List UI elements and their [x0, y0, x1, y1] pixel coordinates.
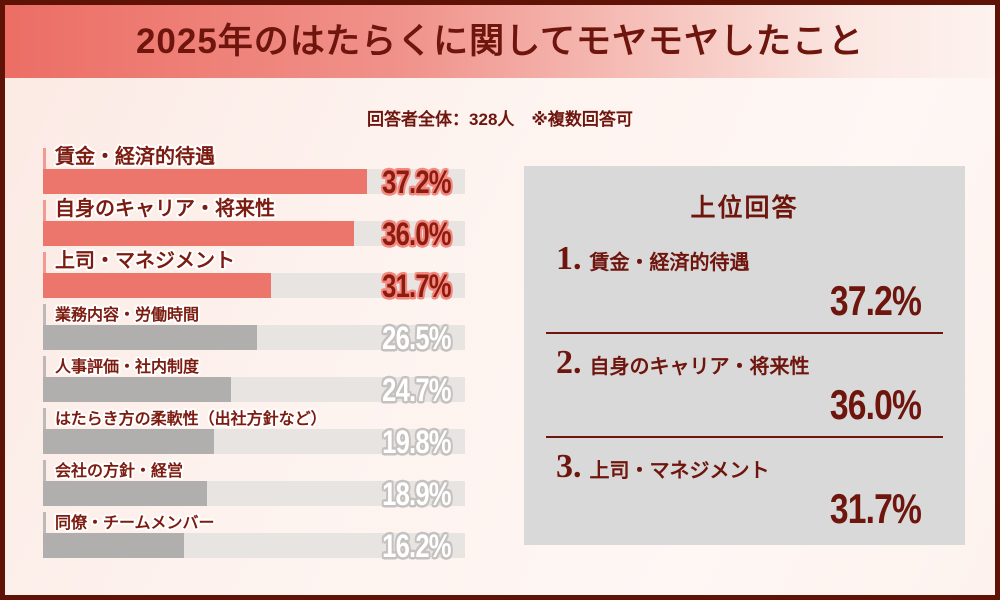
top-answer-line: 3. 上司・マネジメント	[556, 450, 943, 484]
category-label: 会社の方針・経営	[55, 462, 184, 480]
value-label: 19.8%	[365, 426, 451, 458]
bar-row-header: 人事評価・社内制度	[43, 356, 465, 377]
value-label: 16.2%	[365, 530, 451, 562]
top-answer-value: 36.0%	[556, 384, 943, 426]
top-answers-list: 1. 賃金・経済的待遇 37.2% 2. 自身のキャリア・将来性 36.0% 3…	[546, 240, 943, 540]
bar-row: 自身のキャリア・将来性 36.0%	[43, 198, 465, 250]
bar-track: 24.7%	[43, 374, 465, 406]
value-label: 18.9%	[365, 478, 451, 510]
top-answers-title: 上位回答	[690, 194, 799, 222]
value-label-text: 31.7%	[382, 267, 451, 304]
category-label: 賃金・経済的待遇	[55, 146, 215, 168]
value-label: 24.7%	[365, 374, 451, 406]
value-label-text: 19.8%	[382, 423, 451, 460]
bar-fill	[43, 533, 184, 558]
top-answer-value: 37.2%	[556, 280, 943, 322]
bar-row-header: 会社の方針・経営	[43, 460, 465, 481]
bar-row-header: 賃金・経済的待遇	[43, 146, 465, 169]
bar-fill	[43, 377, 231, 402]
axis-tick	[43, 356, 46, 377]
bar-row: 賃金・経済的待遇 37.2%	[43, 146, 465, 198]
header-banner: 2025年のはたらくに関してモヤモヤしたこと	[5, 5, 995, 78]
bar-track: 37.2%	[43, 166, 465, 198]
bar-row: 同僚・チームメンバー 16.2%	[43, 512, 465, 562]
bar-fill	[43, 221, 355, 246]
top-answer-line: 1. 賃金・経済的待遇	[556, 242, 943, 276]
top-answer-item: 3. 上司・マネジメント 31.7%	[546, 448, 943, 540]
top-answer-label: 賃金・経済的待遇	[589, 252, 750, 274]
value-label-text: 24.7%	[382, 371, 451, 408]
category-label: 業務内容・労働時間	[55, 306, 200, 324]
category-label: 上司・マネジメント	[55, 250, 235, 272]
axis-tick	[43, 252, 46, 273]
bar-row-header: 上司・マネジメント	[43, 250, 465, 273]
bar-track: 16.2%	[43, 530, 465, 562]
value-label: 31.7%	[365, 270, 451, 302]
axis-tick	[43, 148, 46, 169]
bar-row: 人事評価・社内制度 24.7%	[43, 356, 465, 406]
value-label-text: 37.2%	[382, 163, 451, 200]
top-answer-label: 上司・マネジメント	[589, 460, 770, 482]
bar-track: 19.8%	[43, 426, 465, 458]
axis-tick	[43, 200, 46, 221]
bar-track: 18.9%	[43, 478, 465, 510]
bar-row-header: 自身のキャリア・将来性	[43, 198, 465, 221]
bar-row: はたらき方の柔軟性（出社方針など） 19.8%	[43, 408, 465, 458]
bar-track: 31.7%	[43, 270, 465, 302]
top-answer-value-text: 36.0%	[829, 381, 922, 428]
bar-fill	[43, 481, 207, 506]
value-label-text: 18.9%	[382, 475, 451, 512]
top-answer-line: 2. 自身のキャリア・将来性	[556, 346, 943, 380]
top-answer-label: 自身のキャリア・将来性	[589, 356, 810, 378]
bar-chart: 賃金・経済的待遇 37.2% 自身のキャリア・将来性 36.0% 上司・マネジメ…	[43, 146, 465, 564]
respondents-note: 回答者全体：328人 ※複数回答可	[367, 110, 633, 129]
top-answer-value-text: 37.2%	[829, 277, 922, 324]
value-label-text: 36.0%	[382, 215, 451, 252]
rank-number: 3.	[556, 448, 582, 485]
value-label-text: 26.5%	[382, 319, 451, 356]
axis-tick	[43, 304, 46, 325]
value-label: 37.2%	[365, 166, 451, 198]
bar-row: 会社の方針・経営 18.9%	[43, 460, 465, 510]
bar-row: 業務内容・労働時間 26.5%	[43, 304, 465, 354]
category-label: 人事評価・社内制度	[55, 358, 200, 376]
rank-number: 1.	[556, 240, 582, 277]
category-label: 同僚・チームメンバー	[55, 514, 215, 532]
value-label: 36.0%	[365, 218, 451, 250]
bar-fill	[43, 325, 257, 350]
page-title: 2025年のはたらくに関してモヤモヤしたこと	[135, 22, 865, 61]
value-label-text: 16.2%	[382, 527, 451, 564]
axis-tick	[43, 408, 46, 429]
bar-row-header: はたらき方の柔軟性（出社方針など）	[43, 408, 465, 429]
top-answer-item: 1. 賃金・経済的待遇 37.2%	[546, 240, 943, 334]
category-label: はたらき方の柔軟性（出社方針など）	[55, 410, 327, 428]
bar-track: 26.5%	[43, 322, 465, 354]
bar-row-header: 同僚・チームメンバー	[43, 512, 465, 533]
bar-fill	[43, 273, 271, 298]
rank-number: 2.	[556, 344, 582, 381]
axis-tick	[43, 460, 46, 481]
top-answers-panel: 上位回答 1. 賃金・経済的待遇 37.2% 2. 自身のキャリア・将来性 36…	[524, 166, 965, 545]
bar-row-header: 業務内容・労働時間	[43, 304, 465, 325]
bar-track: 36.0%	[43, 218, 465, 250]
axis-tick	[43, 512, 46, 533]
value-label: 26.5%	[365, 322, 451, 354]
top-answer-item: 2. 自身のキャリア・将来性 36.0%	[546, 344, 943, 438]
top-answer-value: 31.7%	[556, 488, 943, 530]
top-answer-value-text: 31.7%	[829, 485, 922, 532]
bar-fill	[43, 169, 367, 194]
bar-fill	[43, 429, 214, 454]
category-label: 自身のキャリア・将来性	[55, 198, 275, 220]
bar-row: 上司・マネジメント 31.7%	[43, 250, 465, 302]
